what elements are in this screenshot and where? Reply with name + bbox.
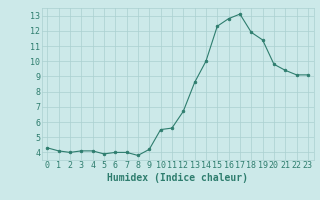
X-axis label: Humidex (Indice chaleur): Humidex (Indice chaleur) [107,173,248,183]
